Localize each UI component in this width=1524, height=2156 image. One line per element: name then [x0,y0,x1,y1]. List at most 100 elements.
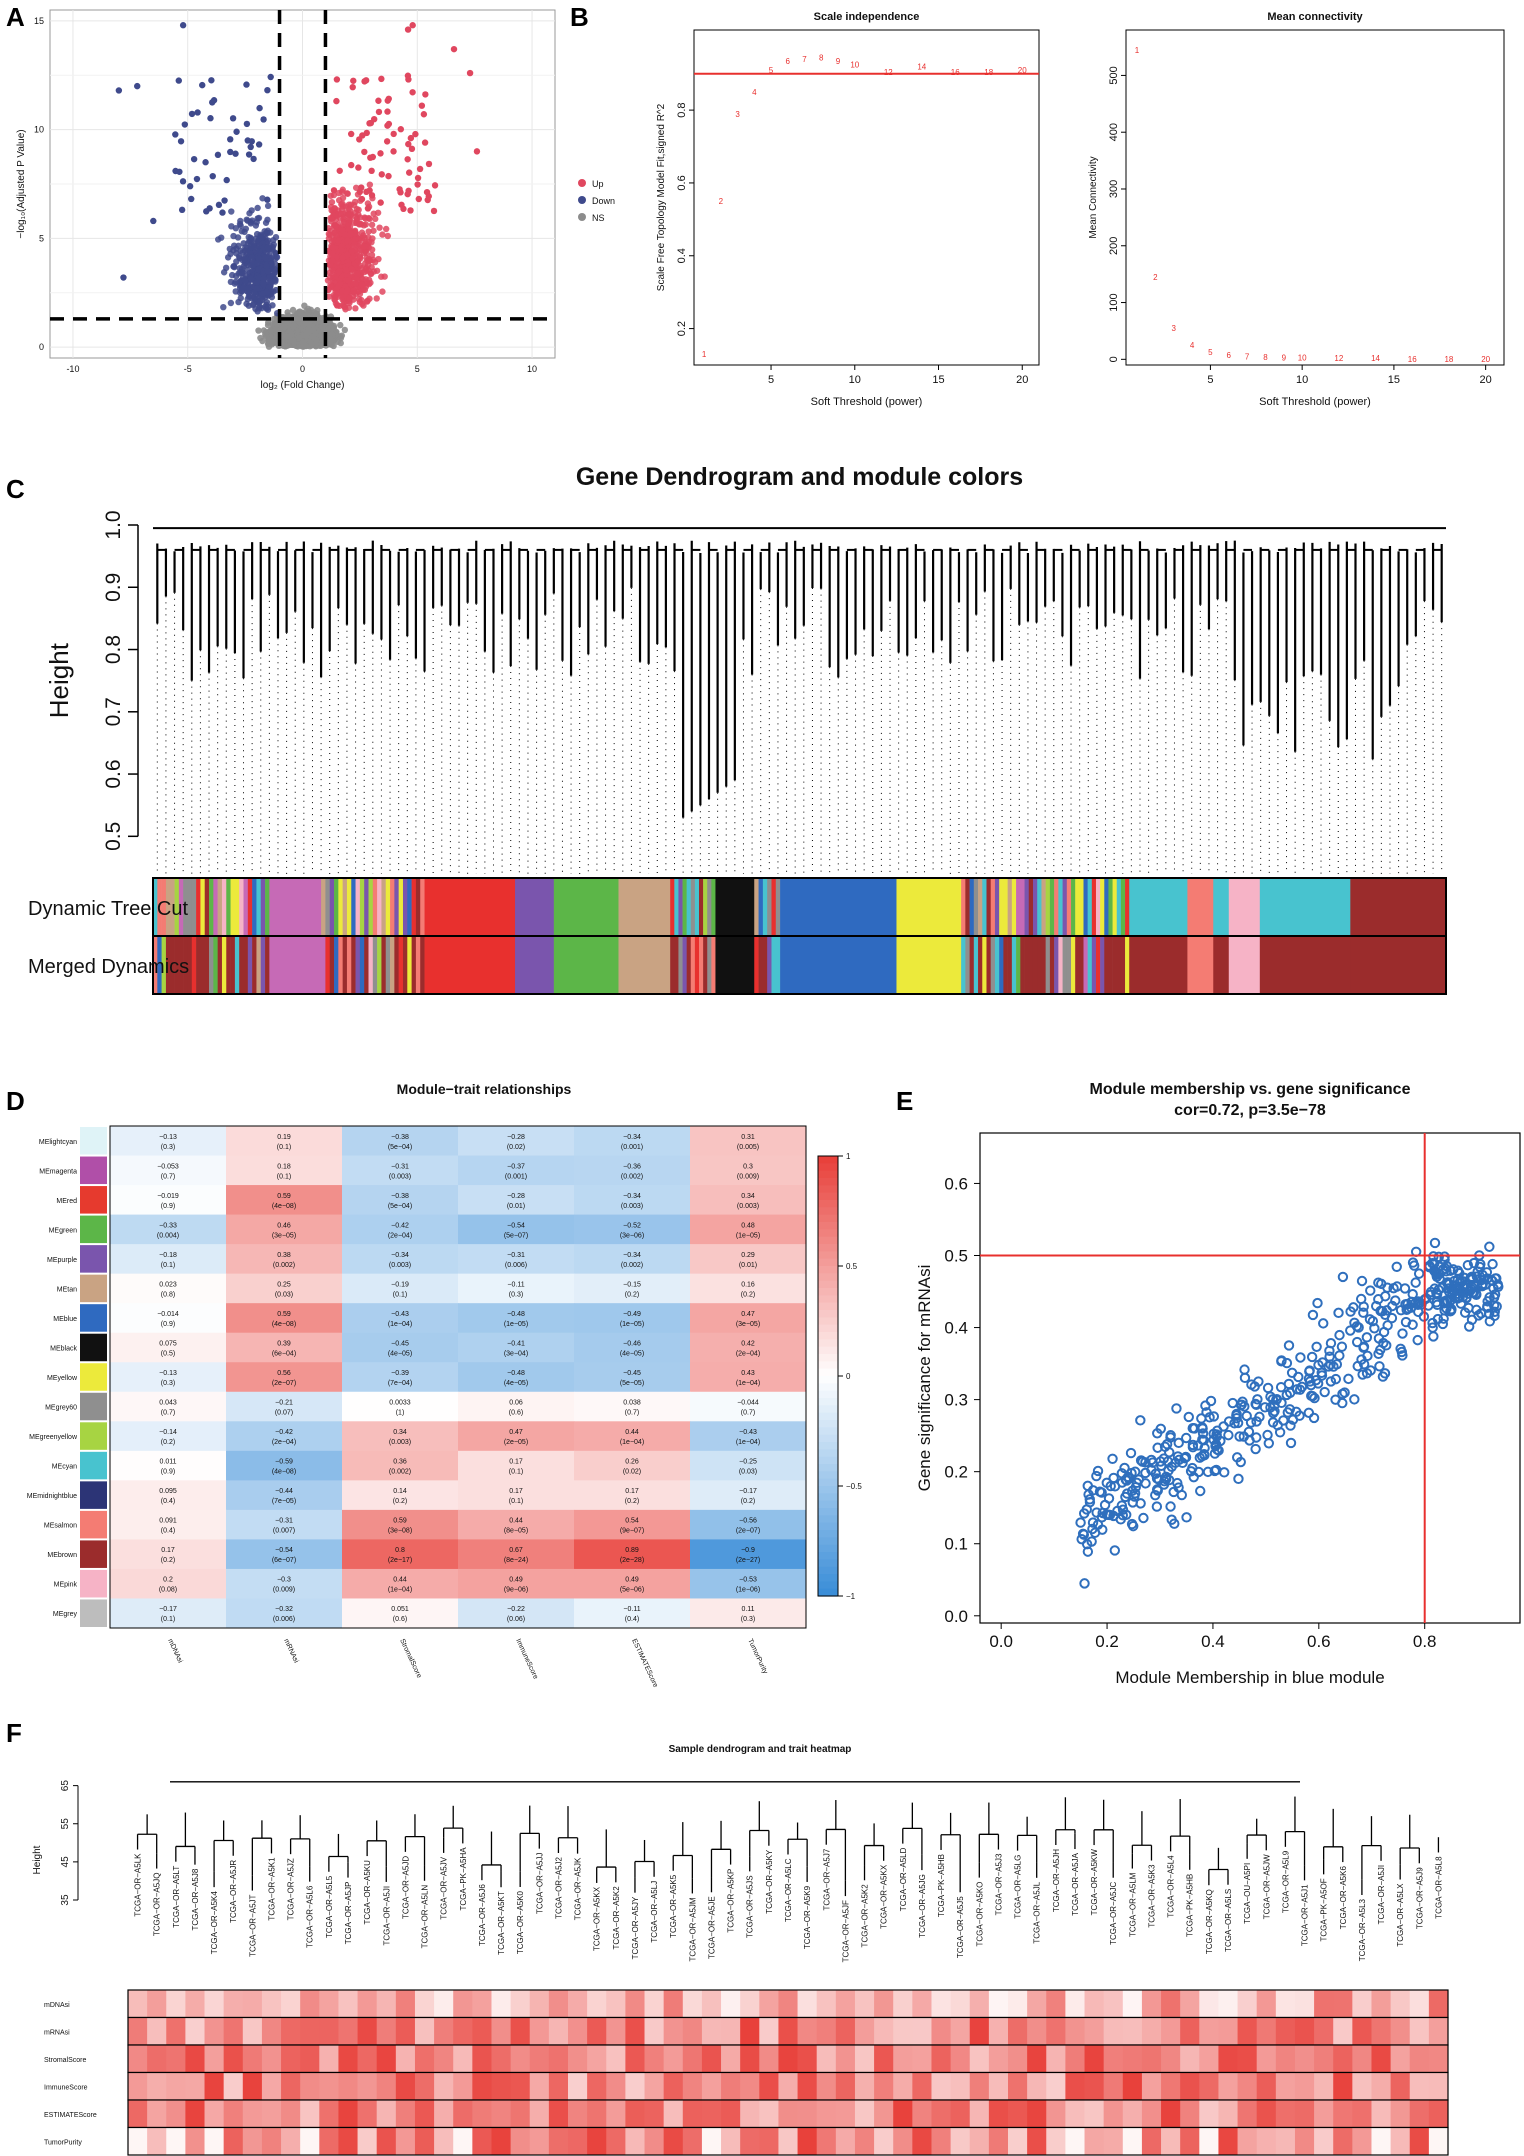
heatmap-cell [574,1303,691,1334]
point-up [335,211,342,218]
heatmap-cell [458,1303,575,1334]
heatmap-cell [226,1391,343,1422]
heatmap-cell [458,1244,575,1275]
point-up [347,130,355,138]
colorbar-step [818,1229,838,1238]
point-down [227,250,234,258]
power-label: 16 [951,68,960,77]
module-color-strip [204,936,210,994]
heatmap-cell [574,1362,691,1393]
heatmap-cell [226,1480,343,1511]
module-color-strip [1079,936,1084,994]
module-color-strip [407,878,412,936]
point-up [344,190,351,197]
point-up [377,150,384,157]
colorbar-step [818,1420,838,1428]
module-row-label: MEtan [57,1286,77,1293]
cell-correlation: 0.36 [393,1459,407,1466]
point-up [361,243,368,250]
cell-pvalue: (4e−05) [620,1350,644,1357]
cell-correlation: −0.13 [159,1370,177,1377]
heatmap-cell [226,1332,343,1363]
cell-correlation: −0.54 [275,1547,293,1554]
heatmap-cell [110,1273,227,1304]
cell-pvalue: (2e−04) [736,1350,760,1357]
cell-pvalue: (0.6) [393,1616,407,1623]
heatmap-cell [342,1391,459,1422]
chart-title: Scale independence [814,11,920,23]
cell-pvalue: (0.1) [393,1291,407,1298]
heatmap-cell [342,1214,459,1245]
cell-correlation: 0.19 [277,1134,291,1141]
point-up [352,184,360,191]
module-color-strip [1020,936,1025,994]
legend-label: Up [592,179,604,189]
cell-pvalue: (4e−08) [272,1203,296,1210]
point-down [186,183,194,190]
cell-correlation: 0.54 [625,1518,639,1525]
heatmap-cell [110,1244,227,1275]
module-color-strip [407,936,412,994]
power-label: 6 [1227,351,1232,360]
point-up [343,266,350,274]
module-color-strip [1066,936,1072,994]
cell-pvalue: (0.2) [161,1439,175,1446]
cell-correlation: −0.43 [739,1429,757,1436]
heatmap-cell [458,1185,575,1216]
heatmap-cell [110,1362,227,1393]
point-up [365,255,372,263]
heatmap-cell [574,1480,691,1511]
point-up [390,130,397,138]
colorbar-step [818,1222,838,1230]
cell-pvalue: (9e−06) [504,1587,528,1594]
heatmap-cell [226,1509,343,1540]
module-color-block [896,878,962,936]
point-down [232,150,239,157]
module-color-strip [329,878,335,936]
point-up [450,45,458,53]
colorbar-step [818,1574,838,1582]
module-color-strip [200,878,206,936]
colorbar-step [818,1559,838,1568]
heatmap-cell [690,1539,807,1570]
point-up [352,280,359,287]
heatmap-cell [226,1303,343,1334]
x-tick-label: 20 [1480,374,1492,386]
point-up [340,215,347,223]
point-down [253,285,261,292]
module-color-strip [986,936,992,994]
heatmap-cell [458,1273,575,1304]
cell-pvalue: (1e−05) [736,1232,760,1239]
module-color-strip [239,878,244,936]
cell-pvalue: (5e−07) [504,1232,528,1239]
cell-pvalue: (0.3) [741,1616,755,1623]
module-color-strip [411,936,417,994]
heatmap-cell [690,1332,807,1363]
point-up [334,290,341,297]
point-up [344,237,351,244]
module-color-strip [381,878,387,936]
point-ns [309,333,317,340]
cell-correlation: −0.33 [159,1222,177,1229]
cell-pvalue: (0.2) [161,1557,175,1564]
point-up [358,195,366,203]
colorbar-step [818,1266,838,1274]
point-up [412,130,419,138]
point-down [272,249,279,257]
module-color-strip [982,936,987,994]
point-up [372,215,379,223]
cell-pvalue: (0.2) [741,1291,755,1298]
colorbar-step [818,1449,838,1458]
cell-correlation: 0.59 [393,1518,407,1525]
heatmap-cell [574,1509,691,1540]
module-row-label: MEyellow [47,1375,78,1382]
module-color-strip [260,936,266,994]
cell-correlation: −0.48 [507,1370,525,1377]
point-up [333,97,340,105]
point-up [331,205,339,213]
colorbar-step [818,1464,838,1472]
cell-correlation: −0.56 [739,1518,757,1525]
x-axis-label: log₂ (Fold Change) [261,380,345,391]
heatmap-cell [458,1450,575,1481]
point-down [267,73,274,81]
